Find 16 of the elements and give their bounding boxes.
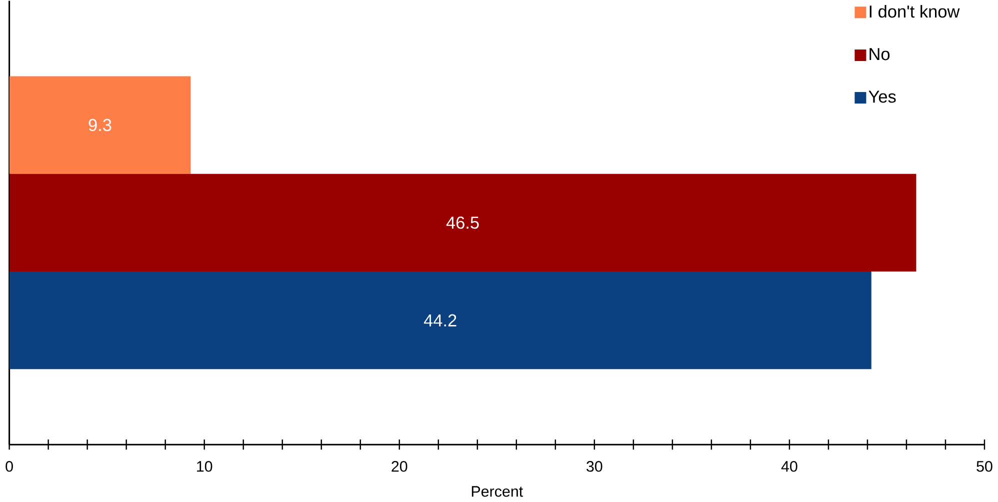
legend-label: No [870, 48, 890, 60]
x-tick-label: 30 [586, 461, 602, 472]
legend-label: I don't know [870, 5, 960, 18]
legend-label: Yes [868, 90, 896, 103]
bar [9, 272, 872, 370]
x-tick-label: 20 [392, 461, 408, 472]
data-label: 44.2 [424, 314, 456, 326]
x-tick-label: 40 [781, 461, 798, 472]
data-label: 9.3 [88, 118, 112, 132]
bar [9, 174, 916, 272]
x-axis-title: Percent [472, 486, 523, 497]
bar [9, 76, 191, 174]
x-tick-label: 10 [197, 461, 212, 472]
data-label: 46.5 [446, 216, 479, 229]
x-tick-label: 0 [6, 461, 13, 472]
x-tick-label: 50 [976, 461, 992, 472]
